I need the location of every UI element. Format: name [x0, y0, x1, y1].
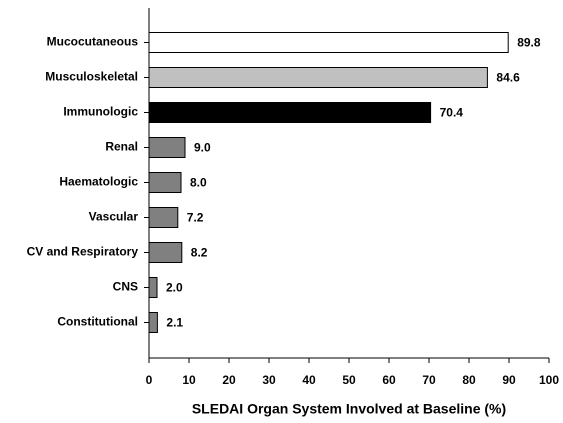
x-tick-label: 0 — [146, 373, 153, 387]
y-tick-label: Vascular — [89, 210, 139, 224]
bar — [148, 137, 186, 158]
value-label: 8.0 — [190, 176, 207, 190]
x-tick-label: 40 — [302, 373, 316, 387]
x-tick-label: 100 — [539, 373, 559, 387]
bar — [148, 32, 509, 53]
y-tick-label: Renal — [105, 140, 138, 154]
value-label: 7.2 — [187, 211, 204, 225]
value-label: 8.2 — [191, 246, 208, 260]
bar — [148, 102, 432, 123]
y-tick-label: CV and Respiratory — [27, 245, 139, 259]
value-label: 70.4 — [440, 106, 464, 120]
bar — [148, 172, 182, 193]
y-tick-label: Immunologic — [63, 105, 138, 119]
x-tick-label: 30 — [262, 373, 276, 387]
x-tick-label: 90 — [502, 373, 516, 387]
value-label: 9.0 — [194, 141, 211, 155]
y-tick-label: Haematologic — [59, 175, 138, 189]
x-tick-label: 70 — [422, 373, 436, 387]
value-label: 84.6 — [496, 71, 520, 85]
bar — [148, 242, 183, 263]
x-axis-label: SLEDAI Organ System Involved at Baseline… — [192, 401, 506, 417]
y-tick-label: Musculoskeletal — [45, 70, 138, 84]
value-label: 2.0 — [166, 281, 183, 295]
x-tick-label: 60 — [382, 373, 396, 387]
y-tick-label: Constitutional — [57, 315, 138, 329]
value-label: 2.1 — [166, 316, 183, 330]
x-tick-label: 50 — [342, 373, 356, 387]
bar — [148, 207, 179, 228]
x-tick-label: 80 — [462, 373, 476, 387]
bar — [148, 277, 158, 298]
bar — [148, 312, 158, 333]
x-tick-label: 20 — [222, 373, 236, 387]
y-tick-label: Mucocutaneous — [47, 35, 139, 49]
value-label: 89.8 — [517, 36, 541, 50]
y-tick-label: CNS — [113, 280, 138, 294]
x-tick-label: 10 — [182, 373, 196, 387]
bar — [148, 67, 488, 88]
